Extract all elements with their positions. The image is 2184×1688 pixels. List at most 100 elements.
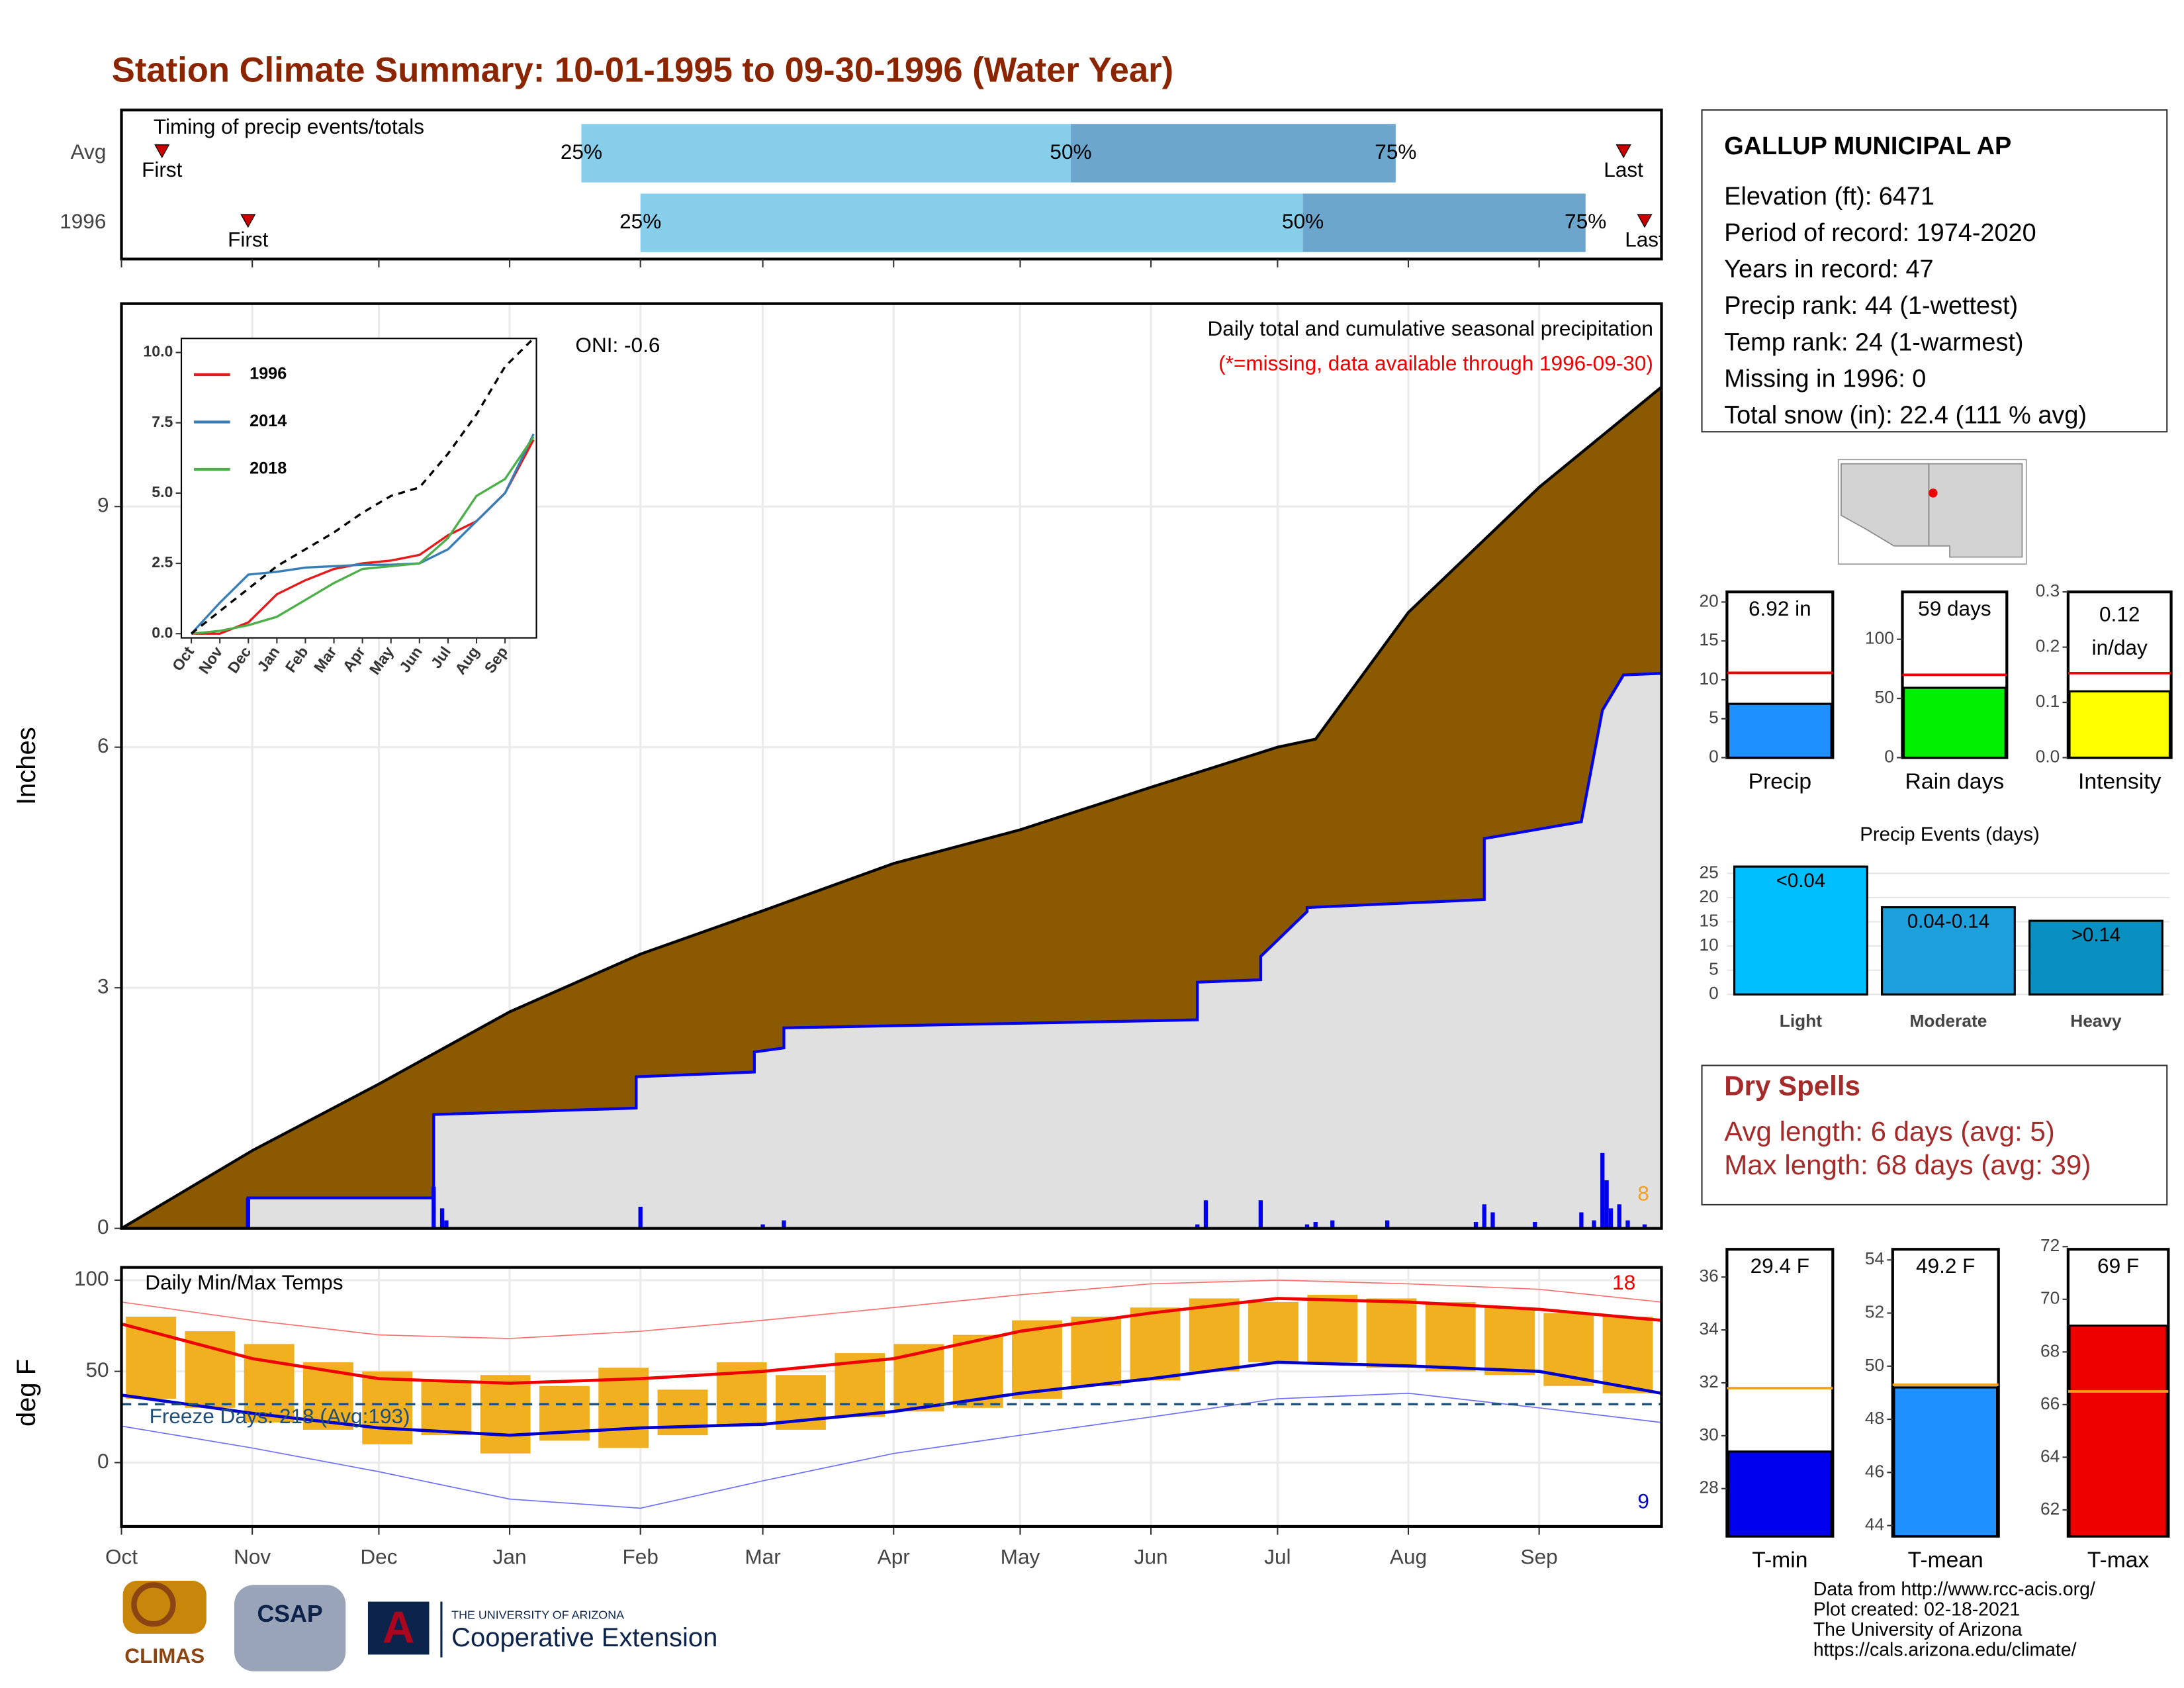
y-tick-label: 15	[1700, 910, 1719, 930]
event-bar	[1880, 906, 2016, 996]
marker-label: First	[228, 227, 269, 251]
y-tick-label: 70	[2040, 1288, 2060, 1308]
y-tick-label: 0.0	[2036, 746, 2060, 766]
observed-cumulative-line	[121, 672, 1662, 1229]
logo-text: Cooperative Extension	[451, 1623, 717, 1652]
logos	[122, 1580, 443, 1671]
info-line: Elevation (ft): 6471	[1724, 183, 1934, 211]
x-tick-label: Aug	[1390, 1545, 1427, 1569]
bar-label: <0.04	[1776, 870, 1826, 892]
percent-label: 75%	[1375, 140, 1416, 164]
y-tick-label: 32	[1700, 1372, 1719, 1391]
footer-line: The University of Arizona	[1813, 1619, 2023, 1640]
row-label: 1996	[60, 209, 106, 233]
bar-label: 0.04-0.14	[1907, 910, 1989, 932]
daily-precip-bar	[760, 1224, 765, 1229]
daily-precip-bar	[1195, 1224, 1200, 1229]
logo-text: THE UNIVERSITY OF ARIZONA	[451, 1608, 624, 1621]
daily-precip-bar	[1604, 1180, 1609, 1229]
y-tick-label: 3	[97, 974, 109, 998]
panel-title: Timing of precip events/totals	[154, 115, 424, 138]
temp-range-bar	[1130, 1307, 1181, 1381]
footer-line: https://cals.arizona.edu/climate/	[1813, 1640, 2077, 1661]
oni-label: ONI: -0.6	[575, 333, 660, 357]
y-axis-label: deg F	[12, 1359, 41, 1427]
daily-precip-bar	[1313, 1221, 1318, 1229]
y-tick-label: 0.2	[2036, 636, 2060, 656]
y-tick-label: 30	[1700, 1425, 1719, 1444]
timing-marker	[154, 144, 170, 159]
y-tick-label: 0	[1709, 983, 1719, 1003]
dry-spell-line: Avg length: 6 days (avg: 5)	[1724, 1116, 2055, 1147]
temp-range-bar	[1602, 1317, 1653, 1393]
daily-precip-bar	[1617, 1204, 1621, 1229]
value-label: 69 F	[2097, 1254, 2139, 1278]
x-tick-label: Light	[1780, 1011, 1822, 1031]
y-tick-label: 54	[1865, 1248, 1884, 1268]
y-tick-label: 34	[1700, 1319, 1719, 1338]
x-tick-label: Jun	[1134, 1545, 1168, 1569]
x-tick-label: Jul	[1264, 1545, 1291, 1569]
y-tick-label: 0.3	[2036, 581, 2060, 600]
location-map	[1837, 459, 2027, 565]
timing-marker	[1637, 214, 1653, 228]
daily-precip-bar	[1482, 1204, 1486, 1229]
logo-text: CLIMAS	[124, 1644, 205, 1667]
info-line: Temp rank: 24 (1-warmest)	[1724, 328, 2023, 356]
unit-label: in/day	[2092, 635, 2148, 659]
page-title: Station Climate Summary: 10-01-1995 to 0…	[112, 50, 1173, 89]
y-tick-label: 44	[1865, 1515, 1884, 1534]
info-line: Missing in 1996: 0	[1724, 365, 1926, 393]
percent-label: 50%	[1282, 209, 1324, 233]
temp-range-bar	[1189, 1298, 1240, 1372]
record-max-line	[121, 1280, 1662, 1339]
marker-label: First	[142, 158, 183, 181]
category-label: Rain days	[1905, 769, 2005, 794]
panel-title: Precip Events (days)	[1860, 823, 2040, 845]
daily-precip-bar	[1600, 1152, 1605, 1229]
value-label: 0.12	[2099, 602, 2140, 626]
quartile-bar	[581, 124, 1071, 183]
bar-label: >0.14	[2071, 924, 2121, 946]
panel-title: Daily Min/Max Temps	[145, 1270, 343, 1294]
min-count-label: 9	[1637, 1489, 1649, 1513]
x-tick-label: Heavy	[2070, 1011, 2122, 1031]
x-tick-label: Dec	[360, 1545, 397, 1569]
timing-marker	[240, 214, 256, 228]
daily-precip-bar	[1625, 1220, 1630, 1229]
count-label: 8	[1637, 1182, 1649, 1205]
event-bar	[1733, 865, 1868, 996]
daily-precip-bar	[1490, 1212, 1495, 1229]
temp-range-bar	[1366, 1298, 1417, 1368]
y-tick-label: 46	[1865, 1461, 1884, 1481]
y-tick-label: 52	[1865, 1302, 1884, 1322]
normal-min-line	[121, 1360, 1662, 1437]
temp-range-bar	[421, 1380, 472, 1436]
x-tick-label: Mar	[745, 1545, 780, 1569]
y-tick-label: 6	[97, 733, 109, 757]
value-label: 59 days	[1918, 596, 1991, 620]
observed-cumulative-area	[121, 673, 1662, 1229]
percent-label: 25%	[561, 140, 602, 164]
daily-precip-bar	[1304, 1224, 1310, 1229]
daily-precip-bar	[439, 1208, 445, 1229]
y-tick-label: 20	[1700, 886, 1719, 906]
temp-range-bar	[1307, 1294, 1358, 1362]
x-tick-label: Jan	[493, 1545, 527, 1569]
daily-precip-bar	[1473, 1221, 1479, 1229]
value-label: 49.2 F	[1916, 1254, 1975, 1278]
y-tick-label: 36	[1700, 1266, 1719, 1286]
x-tick-label: Sep	[1521, 1545, 1558, 1569]
daily-precip-bar	[1579, 1212, 1584, 1229]
info-line: Period of record: 1974-2020	[1724, 219, 2036, 247]
daily-precip-bar	[782, 1220, 786, 1229]
dry-spell-box	[1701, 1064, 2168, 1205]
series-line	[191, 436, 535, 635]
daily-precip-bar	[246, 1197, 250, 1229]
logo-mark: A	[383, 1603, 415, 1653]
percent-label: 75%	[1565, 209, 1606, 233]
daily-precip-bar	[1203, 1200, 1208, 1229]
category-label: Intensity	[2078, 769, 2161, 794]
temp-range-bar	[1484, 1307, 1535, 1376]
legend-label: 2014	[250, 412, 287, 430]
